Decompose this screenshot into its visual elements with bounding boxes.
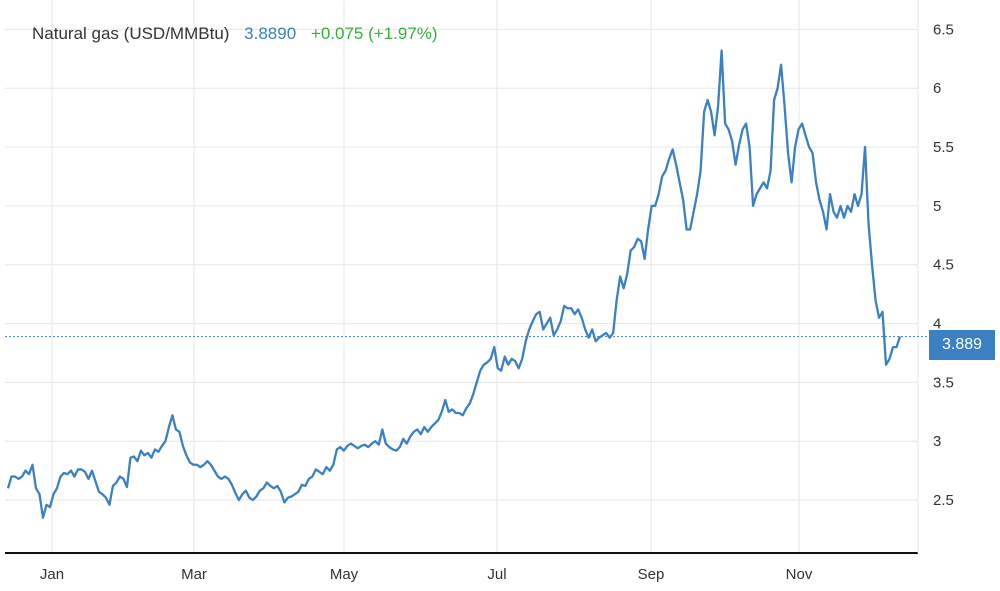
y-tick-label: 6.5 — [933, 21, 954, 38]
y-tick-label: 2.5 — [933, 492, 954, 509]
chart-header: Natural gas (USD/MMBtu) 3.8890 +0.075 (+… — [32, 24, 448, 44]
vertical-gridlines — [51, 0, 800, 553]
x-tick-label: Jul — [487, 566, 506, 583]
price-change: +0.075 (+1.97%) — [310, 24, 438, 43]
horizontal-gridlines — [5, 28, 918, 501]
y-tick-label: 6 — [933, 80, 941, 97]
x-axis-ticks: Jan Mar May Jul Sep Nov — [40, 566, 813, 583]
y-tick-label: 3 — [933, 433, 941, 450]
series-line — [6, 49, 902, 519]
y-tick-label: 4 — [933, 316, 941, 333]
x-tick-label: Jan — [40, 566, 64, 583]
x-tick-label: Sep — [638, 566, 665, 583]
y-tick-label: 3.5 — [933, 374, 954, 391]
y-tick-label: 5.5 — [933, 139, 954, 156]
y-tick-label: 5 — [933, 198, 941, 215]
y-tick-label: 4.5 — [933, 257, 954, 274]
x-tick-label: Nov — [786, 566, 813, 583]
x-tick-label: Mar — [181, 566, 207, 583]
current-price-tag: 3.889 — [929, 330, 995, 360]
x-tick-label: May — [330, 566, 359, 583]
chart-title: Natural gas (USD/MMBtu) — [32, 24, 230, 43]
price-value: 3.8890 — [244, 24, 297, 43]
y-axis-ticks: 2.5 3 3.5 4 4.5 5 5.5 6 6.5 — [933, 21, 954, 509]
